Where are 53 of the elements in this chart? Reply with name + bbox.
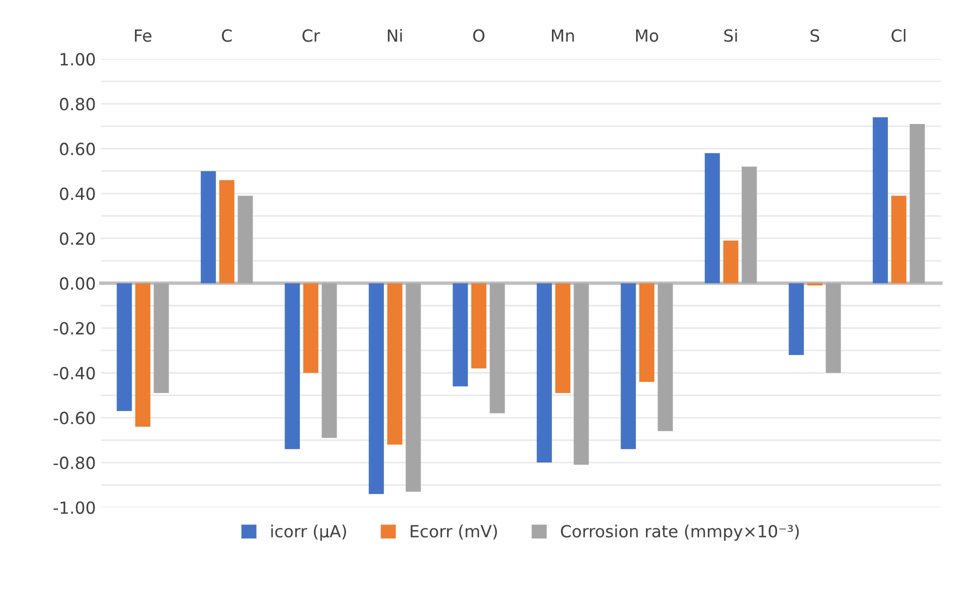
bar	[826, 283, 841, 373]
bar	[387, 283, 402, 445]
legend-label: icorr (µA)	[271, 524, 346, 541]
bar	[620, 283, 636, 450]
bar	[200, 171, 216, 284]
y-tick-label: -0.40	[54, 366, 95, 380]
legend-label: Ecorr (mV)	[410, 524, 497, 540]
bar	[135, 283, 150, 427]
y-tick-label: -0.60	[54, 412, 95, 424]
bar	[872, 117, 888, 284]
bar	[574, 283, 589, 465]
bar	[154, 283, 169, 394]
x-tick-label: Mo	[636, 29, 658, 42]
bar	[322, 283, 337, 438]
bar	[704, 153, 720, 284]
y-tick-label: 1.00	[60, 52, 95, 66]
bar	[723, 240, 738, 284]
y-tick-label: -0.80	[54, 456, 95, 470]
bar	[219, 180, 234, 284]
x-tick-label: C	[222, 29, 232, 42]
bar	[536, 283, 552, 463]
bar	[116, 283, 132, 411]
x-tick-label: Ni	[388, 28, 402, 42]
legend-label: Corrosion rate (mmpy×10⁻³)	[560, 524, 799, 541]
x-tick-label: Fe	[134, 29, 152, 42]
bar	[471, 283, 486, 368]
bar	[406, 283, 421, 492]
bar	[284, 283, 300, 450]
bar	[452, 283, 468, 386]
bar	[891, 196, 906, 284]
y-tick-label: 0.20	[60, 232, 95, 245]
y-tick-label: 0.00	[60, 277, 95, 290]
bar	[238, 196, 253, 284]
x-tick-label: Cr	[302, 29, 320, 42]
y-tick-label: -1.00	[54, 501, 95, 514]
bar	[303, 283, 318, 373]
bar	[639, 283, 654, 382]
x-tick-label: Cl	[892, 28, 906, 42]
x-tick-label: S	[810, 29, 820, 42]
bar	[910, 124, 925, 284]
y-tick-label: 0.60	[60, 142, 95, 156]
y-tick-label: 0.80	[60, 98, 95, 110]
bar	[658, 283, 673, 432]
bar	[490, 283, 505, 414]
y-tick-label: -0.20	[54, 322, 95, 335]
x-tick-label: Mn	[552, 29, 574, 42]
bar	[555, 283, 570, 394]
y-tick-label: 0.40	[60, 187, 95, 200]
x-tick-label: Si	[724, 28, 737, 42]
x-tick-label: O	[473, 29, 484, 42]
bar	[742, 166, 757, 284]
bar	[788, 283, 804, 355]
bar	[368, 283, 384, 494]
